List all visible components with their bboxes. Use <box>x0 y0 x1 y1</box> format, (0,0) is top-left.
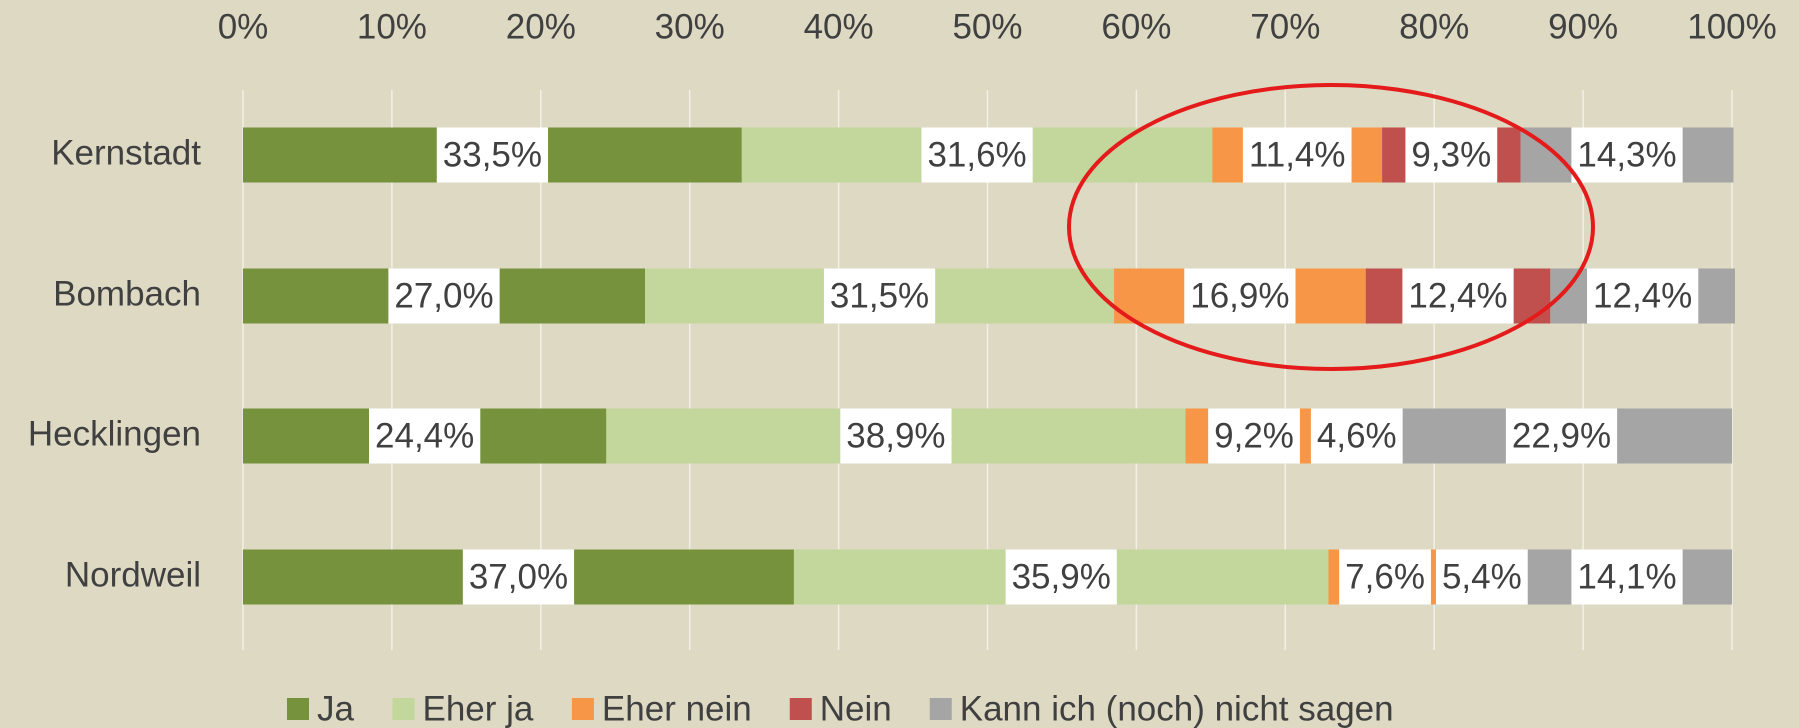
value-label-box <box>1587 268 1699 324</box>
value-label: 14,3% <box>1577 135 1676 174</box>
value-label-box <box>1339 549 1431 605</box>
value-label: 22,9% <box>1512 416 1611 455</box>
x-tick-label: 20% <box>506 7 576 46</box>
value-label: 4,6% <box>1317 416 1397 455</box>
value-label: 33,5% <box>443 135 542 174</box>
value-label: 38,9% <box>846 416 945 455</box>
value-label: 12,4% <box>1593 276 1692 315</box>
value-label-box <box>1310 408 1403 464</box>
value-label-box <box>921 127 1033 183</box>
y-tick-label: Bombach <box>53 274 201 313</box>
legend-label: Kann ich (noch) nicht sagen <box>960 689 1394 728</box>
value-label-box <box>1405 127 1498 183</box>
value-label-box <box>1242 127 1352 183</box>
value-label: 37,0% <box>469 557 568 596</box>
value-label-box <box>462 549 575 605</box>
y-tick-label: Nordweil <box>65 555 201 594</box>
legend-swatch <box>392 698 415 720</box>
value-label-box <box>1184 268 1296 324</box>
value-label: 12,4% <box>1408 276 1507 315</box>
x-tick-label: 100% <box>1687 7 1777 46</box>
legend-swatch <box>287 698 309 720</box>
value-label: 27,0% <box>394 276 493 315</box>
value-label-box <box>1402 268 1514 324</box>
legend-swatch <box>789 698 812 720</box>
highlight-ellipse <box>1067 83 1595 371</box>
value-label: 31,5% <box>830 276 929 315</box>
value-label: 9,3% <box>1411 135 1491 174</box>
value-label-box <box>1005 549 1117 605</box>
value-label-box <box>388 268 500 324</box>
legend-label: Nein <box>820 689 892 728</box>
x-tick-label: 80% <box>1399 7 1469 46</box>
x-tick-label: 60% <box>1101 7 1171 46</box>
x-tick-label: 10% <box>357 7 427 46</box>
value-label: 5,4% <box>1442 557 1522 596</box>
value-label: 7,6% <box>1345 557 1425 596</box>
value-label-box <box>840 408 952 464</box>
value-label: 9,2% <box>1214 416 1294 455</box>
x-tick-label: 50% <box>952 7 1022 46</box>
y-tick-label: Kernstadt <box>51 133 201 172</box>
value-label: 14,1% <box>1577 557 1676 596</box>
legend-label: Eher nein <box>602 689 752 728</box>
value-label-box <box>823 268 936 324</box>
value-label: 11,4% <box>1249 135 1346 174</box>
value-label-box <box>1208 408 1300 464</box>
value-label-box <box>1571 127 1683 183</box>
value-label-box <box>436 127 549 183</box>
x-tick-label: 70% <box>1250 7 1320 46</box>
value-label-box <box>1571 549 1683 605</box>
value-label-box <box>1505 408 1618 464</box>
legend-swatch <box>571 698 594 720</box>
x-tick-label: 90% <box>1548 7 1618 46</box>
value-label: 35,9% <box>1012 557 1111 596</box>
x-tick-label: 40% <box>804 7 874 46</box>
legend-label: Eher ja <box>423 689 534 728</box>
x-tick-label: 30% <box>655 7 725 46</box>
value-label: 31,6% <box>927 135 1026 174</box>
legend-swatch <box>929 698 952 720</box>
value-label: 24,4% <box>375 416 474 455</box>
value-label-box <box>1435 549 1528 605</box>
x-tick-label: 0% <box>218 7 269 46</box>
y-tick-label: Hecklingen <box>28 414 201 453</box>
value-label-box <box>369 408 481 464</box>
value-label: 16,9% <box>1190 276 1289 315</box>
legend-label: Ja <box>317 689 355 728</box>
